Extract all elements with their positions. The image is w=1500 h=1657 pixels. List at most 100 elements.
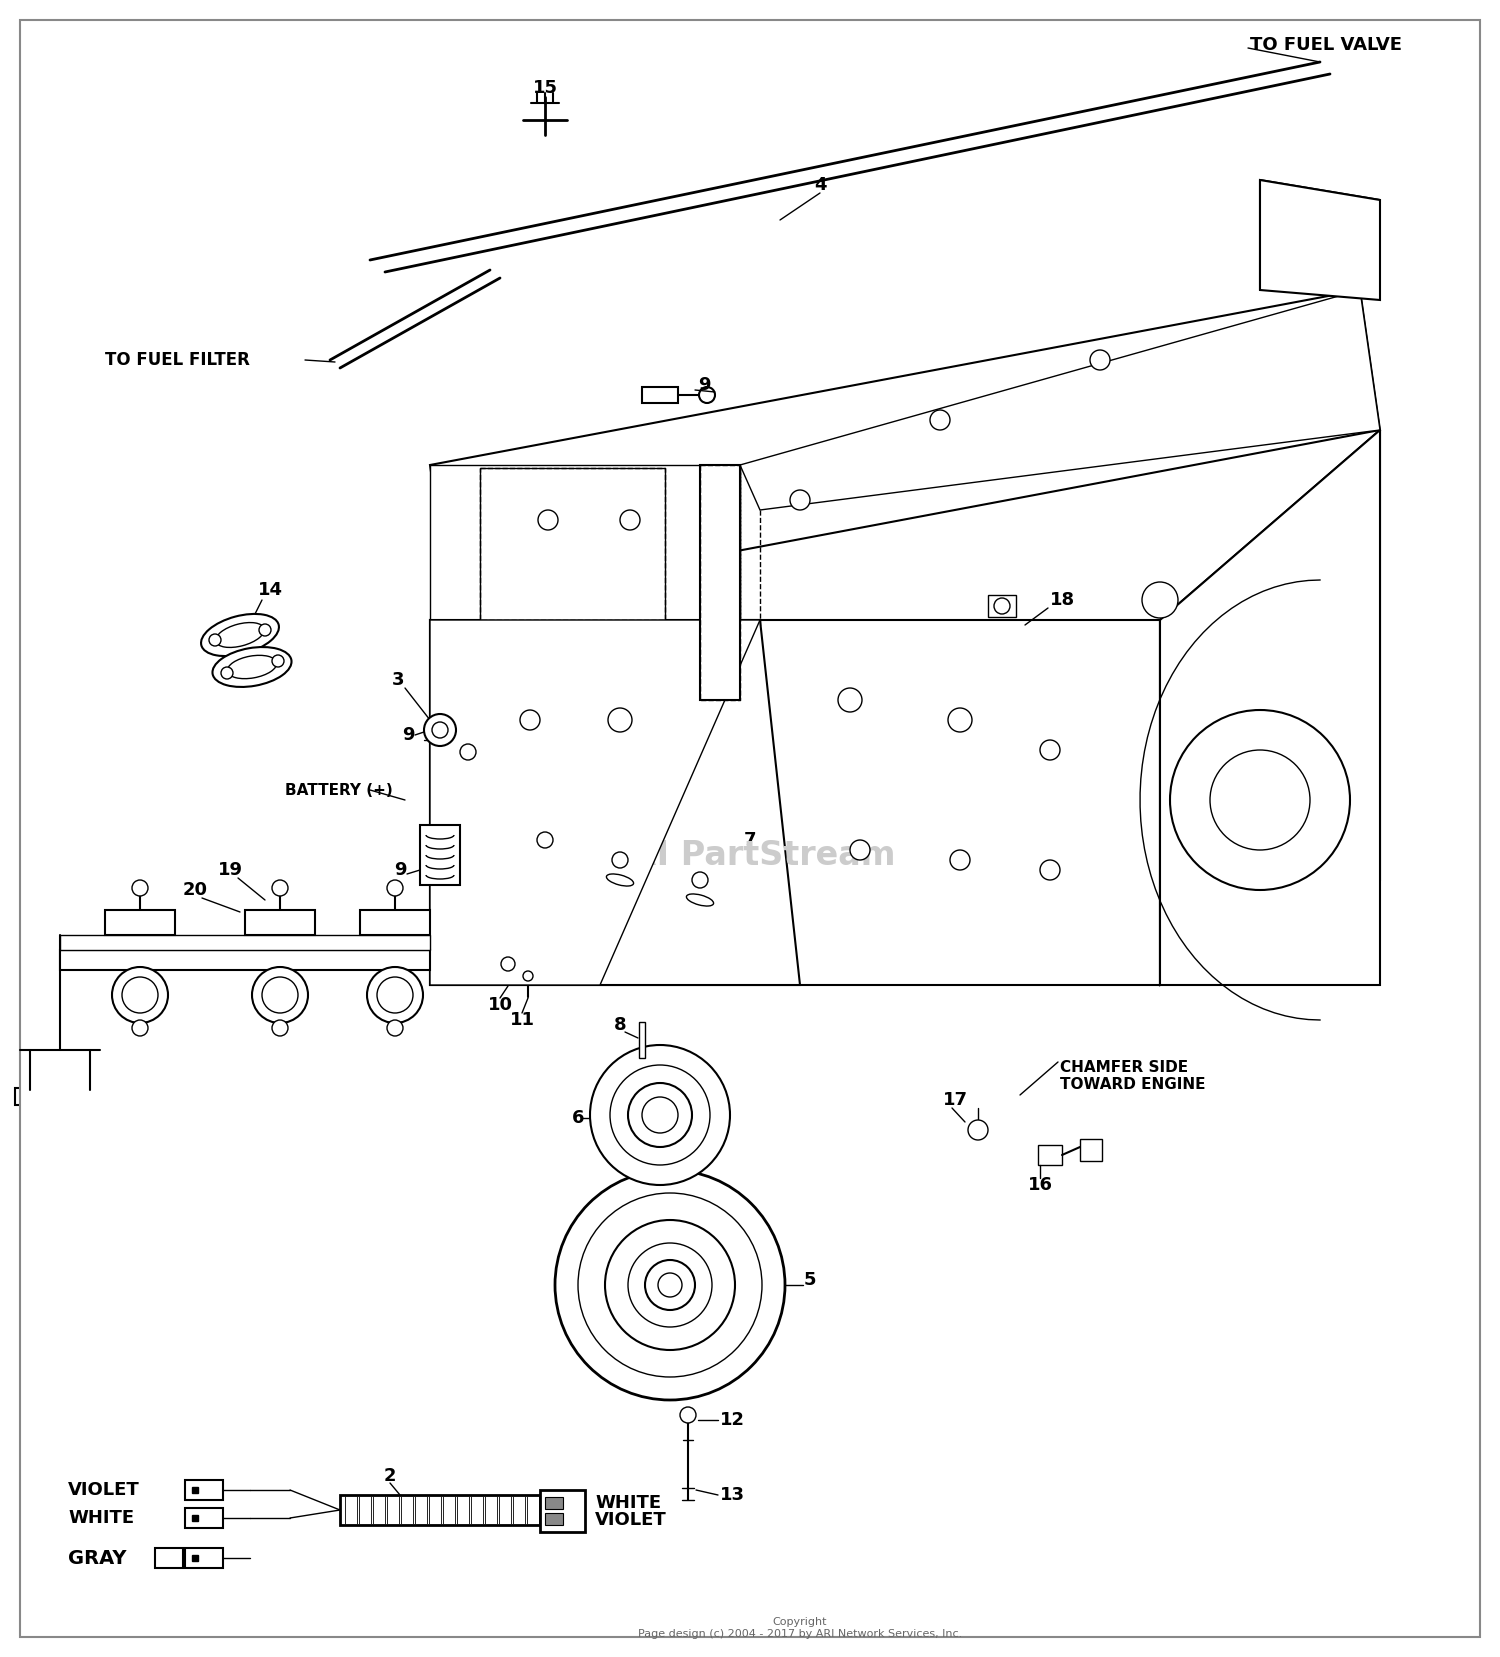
Circle shape: [260, 625, 272, 636]
Polygon shape: [740, 290, 1380, 510]
Polygon shape: [430, 466, 740, 620]
Polygon shape: [1160, 431, 1380, 984]
Circle shape: [209, 635, 220, 646]
Polygon shape: [430, 461, 460, 1021]
Text: BATTERY (+): BATTERY (+): [285, 782, 393, 797]
Text: 20: 20: [183, 882, 207, 900]
Circle shape: [1170, 709, 1350, 890]
Circle shape: [524, 971, 532, 981]
Circle shape: [948, 708, 972, 732]
Text: 9: 9: [393, 862, 406, 878]
Circle shape: [555, 1170, 784, 1400]
Bar: [387, 1496, 399, 1524]
Polygon shape: [480, 467, 664, 620]
Circle shape: [272, 655, 284, 668]
Polygon shape: [1160, 431, 1380, 984]
Circle shape: [628, 1243, 712, 1327]
Bar: [416, 1496, 428, 1524]
Polygon shape: [430, 620, 800, 984]
Polygon shape: [105, 910, 176, 935]
Circle shape: [658, 1273, 682, 1297]
Circle shape: [262, 978, 298, 1012]
Circle shape: [790, 490, 810, 510]
Bar: [544, 1496, 562, 1510]
Circle shape: [628, 1084, 692, 1147]
Circle shape: [930, 409, 950, 431]
Text: ARI PartStream: ARI PartStream: [604, 838, 896, 872]
Text: 9: 9: [402, 726, 414, 744]
Circle shape: [520, 709, 540, 731]
Bar: [345, 1496, 357, 1524]
Bar: [513, 1496, 525, 1524]
Text: TO FUEL FILTER: TO FUEL FILTER: [105, 351, 250, 370]
Polygon shape: [700, 466, 740, 699]
Bar: [540, 1490, 585, 1533]
Text: GRAY: GRAY: [68, 1549, 126, 1568]
Bar: [526, 1496, 538, 1524]
Bar: [544, 1513, 562, 1524]
Text: 16: 16: [1028, 1176, 1053, 1195]
Polygon shape: [1260, 181, 1380, 300]
Text: 2: 2: [384, 1466, 396, 1485]
Circle shape: [220, 668, 232, 679]
Circle shape: [387, 880, 404, 896]
Bar: [429, 1496, 441, 1524]
Bar: [1080, 1138, 1102, 1162]
Circle shape: [132, 880, 148, 896]
Circle shape: [699, 388, 715, 403]
Circle shape: [376, 978, 412, 1012]
Circle shape: [272, 1021, 288, 1036]
Circle shape: [608, 708, 631, 732]
Bar: [988, 595, 1016, 616]
Circle shape: [432, 722, 448, 737]
Circle shape: [620, 510, 640, 530]
Circle shape: [994, 598, 1010, 615]
Text: 8: 8: [614, 1016, 627, 1034]
Text: 1: 1: [402, 941, 414, 959]
Bar: [484, 1496, 496, 1524]
Circle shape: [272, 880, 288, 896]
Circle shape: [132, 1021, 148, 1036]
Ellipse shape: [201, 615, 279, 656]
Bar: [184, 1508, 224, 1528]
Ellipse shape: [687, 895, 714, 906]
Ellipse shape: [216, 623, 264, 648]
Bar: [471, 1496, 483, 1524]
Text: WHITE: WHITE: [596, 1495, 662, 1511]
Polygon shape: [360, 910, 430, 935]
Polygon shape: [60, 935, 430, 949]
Circle shape: [839, 688, 862, 713]
Circle shape: [122, 978, 158, 1012]
Bar: [184, 1480, 224, 1500]
Polygon shape: [430, 290, 1380, 600]
Text: Copyright
Page design (c) 2004 - 2017 by ARI Network Services, Inc.: Copyright Page design (c) 2004 - 2017 by…: [638, 1617, 962, 1639]
Circle shape: [590, 1046, 730, 1185]
Bar: [639, 1022, 645, 1059]
Ellipse shape: [228, 655, 276, 679]
Bar: [642, 388, 678, 403]
Ellipse shape: [606, 873, 633, 886]
Circle shape: [642, 1097, 678, 1133]
Circle shape: [537, 832, 554, 848]
Circle shape: [501, 958, 515, 971]
Circle shape: [1210, 751, 1310, 850]
Text: 5: 5: [804, 1271, 816, 1289]
Text: VIOLET: VIOLET: [68, 1481, 140, 1500]
Polygon shape: [430, 290, 1380, 605]
Polygon shape: [430, 620, 760, 984]
Polygon shape: [60, 949, 430, 969]
Circle shape: [950, 850, 970, 870]
Circle shape: [252, 968, 308, 1022]
Text: 15: 15: [532, 80, 558, 98]
Circle shape: [538, 510, 558, 530]
Circle shape: [680, 1407, 696, 1423]
Circle shape: [612, 852, 628, 868]
Text: 19: 19: [217, 862, 243, 878]
Circle shape: [645, 1259, 694, 1311]
Bar: [1038, 1145, 1062, 1165]
Polygon shape: [15, 1089, 105, 1105]
Circle shape: [968, 1120, 988, 1140]
Circle shape: [112, 968, 168, 1022]
Circle shape: [1040, 741, 1060, 761]
Circle shape: [368, 968, 423, 1022]
